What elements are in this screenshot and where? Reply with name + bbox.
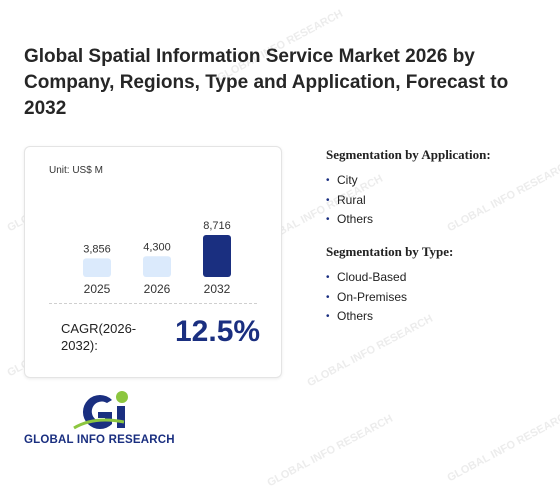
list-item-label: City	[337, 173, 358, 187]
bullet-icon: •	[326, 311, 330, 322]
cagr-label: CAGR(2026-2032):	[61, 321, 137, 353]
list-item: • On-Premises	[326, 288, 453, 308]
bullet-icon: •	[326, 214, 330, 225]
value-label-2026: 4,300	[143, 241, 171, 253]
company-logo: GLOBAL INFO RESEARCH	[24, 388, 194, 450]
bar-2032	[203, 235, 231, 277]
list-item-label: Others	[337, 212, 374, 226]
list-item-label: Cloud-Based	[337, 270, 407, 284]
bullet-icon: •	[326, 175, 330, 186]
list-item: • Cloud-Based	[326, 268, 453, 288]
watermark: GLOBAL INFO RESEARCH	[265, 412, 395, 489]
segmentation-type-title: Segmentation by Type:	[326, 244, 454, 259]
list-item: • Others	[326, 307, 453, 327]
logo-text: GLOBAL INFO RESEARCH	[24, 434, 175, 446]
segmentation-application-title: Segmentation by Application:	[326, 147, 491, 162]
category-label-2026: 2026	[144, 282, 171, 296]
segmentation-type: Segmentation by Type: • Cloud-Based • On-P…	[326, 244, 453, 327]
list-item: • Others	[326, 210, 491, 230]
value-label-2025: 3,856	[83, 243, 111, 255]
bullet-icon: •	[326, 272, 330, 283]
chart-card: Unit: US$ M 3,856 2025 4,300 2026 8,716 2032 …	[24, 146, 282, 378]
list-item-label: Rural	[337, 192, 366, 207]
category-label-2032: 2032	[204, 282, 231, 296]
category-label-2025: 2025	[84, 282, 111, 296]
divider	[49, 303, 257, 304]
segmentation-type-list: • Cloud-Based • On-Premises • Others	[326, 268, 453, 327]
cagr-value: 12.5%	[175, 315, 261, 348]
bar-2025	[83, 258, 111, 277]
list-item-label: On-Premises	[337, 289, 408, 304]
list-item: • Rural	[326, 191, 491, 211]
bullet-icon: •	[326, 194, 330, 206]
bar-chart: 3,856 2025 4,300 2026 8,716 2032	[83, 220, 231, 296]
value-label-2032: 8,716	[203, 220, 231, 232]
page-title: Global Spatial Information Service Marke…	[24, 46, 509, 119]
watermark: GLOBAL INFO RESEARCH	[445, 407, 560, 485]
bar-2026	[143, 256, 171, 277]
bullet-icon: •	[326, 291, 330, 303]
list-item: • City	[326, 171, 491, 191]
segmentation-application: Segmentation by Application: • City • Rura…	[326, 147, 491, 230]
list-item-label: Others	[337, 309, 374, 323]
segmentation-application-list: • City • Rural • Others	[326, 171, 491, 230]
unit-label: Unit: US$ M	[49, 165, 103, 176]
logo-mark-icon	[73, 391, 128, 430]
